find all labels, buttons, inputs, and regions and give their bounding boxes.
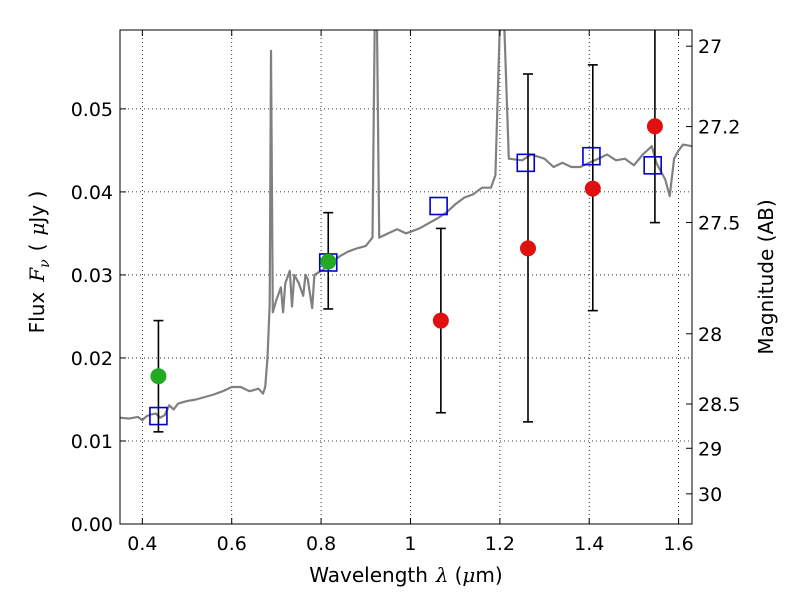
x-tick-label: 0.8 <box>306 533 336 555</box>
y2-tick-label: 27.5 <box>698 213 740 235</box>
x-tick-label: 0.4 <box>127 533 157 555</box>
x-axis-label-unit-rest: m) <box>475 563 502 587</box>
grid-layer <box>120 30 692 525</box>
upper-band-point <box>646 118 663 135</box>
y-axis-label: Flux Fν ( μJy ) <box>25 191 53 334</box>
x-tick-label: 1.4 <box>574 533 604 555</box>
upper-band-point <box>432 312 449 329</box>
y2-axis-label: Magnitude (AB) <box>754 199 778 354</box>
y-axis-label-unit-open: ( <box>25 244 49 252</box>
plot-frame <box>119 29 693 525</box>
y-axis-label-unit-rest: Jy ) <box>25 191 49 225</box>
y-axis-label-prefix: Flux <box>25 292 49 334</box>
y2-tick-label: 30 <box>698 484 722 506</box>
model-photometry-square <box>582 146 601 166</box>
detection-point <box>150 368 167 385</box>
upper-band-point <box>519 240 536 257</box>
y-axis-label-subscript: ν <box>37 259 53 268</box>
model-photometry-square <box>149 406 168 426</box>
detection-point <box>320 253 337 270</box>
tick-layer: 0.4 0.6 0.8 1 1.2 1.4 1.6 0.00 0.01 0.02 0.03 0.04 0… <box>71 30 740 555</box>
y2-tick-label: 27 <box>698 36 722 58</box>
x-axis-label-symbol: λ <box>435 563 449 587</box>
x-tick-label: 1.2 <box>485 533 515 555</box>
y2-tick-label: 28.5 <box>698 394 740 416</box>
x-tick-label: 0.6 <box>217 533 247 555</box>
y-tick-label: 0.02 <box>71 348 113 370</box>
y2-tick-label: 29 <box>698 438 722 460</box>
data-layer <box>120 30 692 433</box>
x-axis-label-unit-mu: μ <box>462 563 475 587</box>
x-tick-label: 1 <box>404 533 416 555</box>
y-tick-label: 0.01 <box>71 431 113 453</box>
model-photometry-square <box>516 153 536 173</box>
x-axis-label-prefix: Wavelength <box>309 563 428 587</box>
x-axis-label: Wavelength λ (μm) <box>309 563 502 587</box>
y-tick-label: 0.05 <box>71 99 113 121</box>
upper-band-point <box>584 180 601 197</box>
x-axis-label-unit-open: ( <box>455 563 463 587</box>
model-photometry-square <box>429 196 448 216</box>
y2-tick-label: 27.2 <box>698 117 740 139</box>
y-tick-label: 0.03 <box>71 265 113 287</box>
y-axis-label-unit-mu: μ <box>25 223 49 236</box>
x-tick-label: 1.6 <box>663 533 693 555</box>
plot-area <box>120 30 692 433</box>
y-tick-label: 0.04 <box>71 182 113 204</box>
model-sed-line <box>120 30 692 422</box>
y-tick-label: 0.00 <box>71 514 113 536</box>
y2-tick-label: 28 <box>698 324 722 346</box>
model-photometry-square <box>643 156 662 175</box>
y-axis-label-symbol: F <box>25 267 49 283</box>
